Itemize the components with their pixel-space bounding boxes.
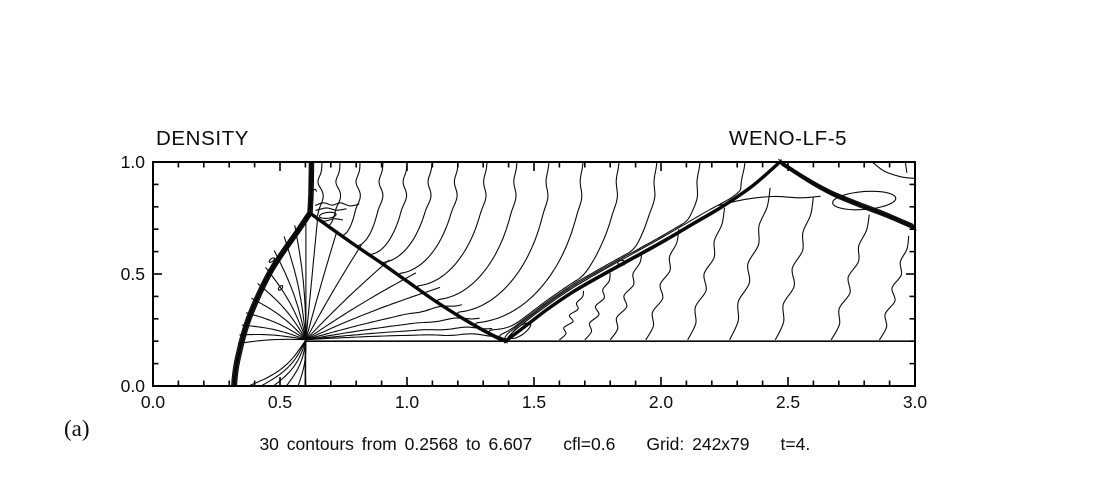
x-tick-label: 0.0: [141, 392, 166, 412]
y-tick-label: 0.5: [121, 264, 145, 284]
plot-caption: 30 contours from 0.2568 to 6.607 cfl=0.6 G…: [228, 413, 810, 476]
x-tick-label: 0.5: [268, 392, 292, 412]
x-tick-label: 2.5: [776, 392, 800, 412]
x-tick-label: 1.0: [395, 392, 420, 412]
y-tick-label: 1.0: [121, 152, 146, 172]
caption-contours: 30 contours from 0.2568 to 6.607: [259, 434, 533, 454]
caption-time: t=4.: [780, 434, 811, 454]
x-tick-label: 1.5: [522, 392, 546, 412]
plot-title-density: DENSITY: [156, 127, 250, 150]
plot-title-scheme: WENO-LF-5: [729, 127, 848, 150]
caption-grid: Grid: 242x79: [646, 434, 750, 454]
figure-label: (a): [64, 416, 90, 441]
caption-cfl: cfl=0.6: [563, 434, 616, 454]
y-tick-label: 0.0: [121, 376, 146, 396]
x-tick-label: 2.0: [649, 392, 674, 412]
x-tick-label: 3.0: [903, 392, 928, 412]
